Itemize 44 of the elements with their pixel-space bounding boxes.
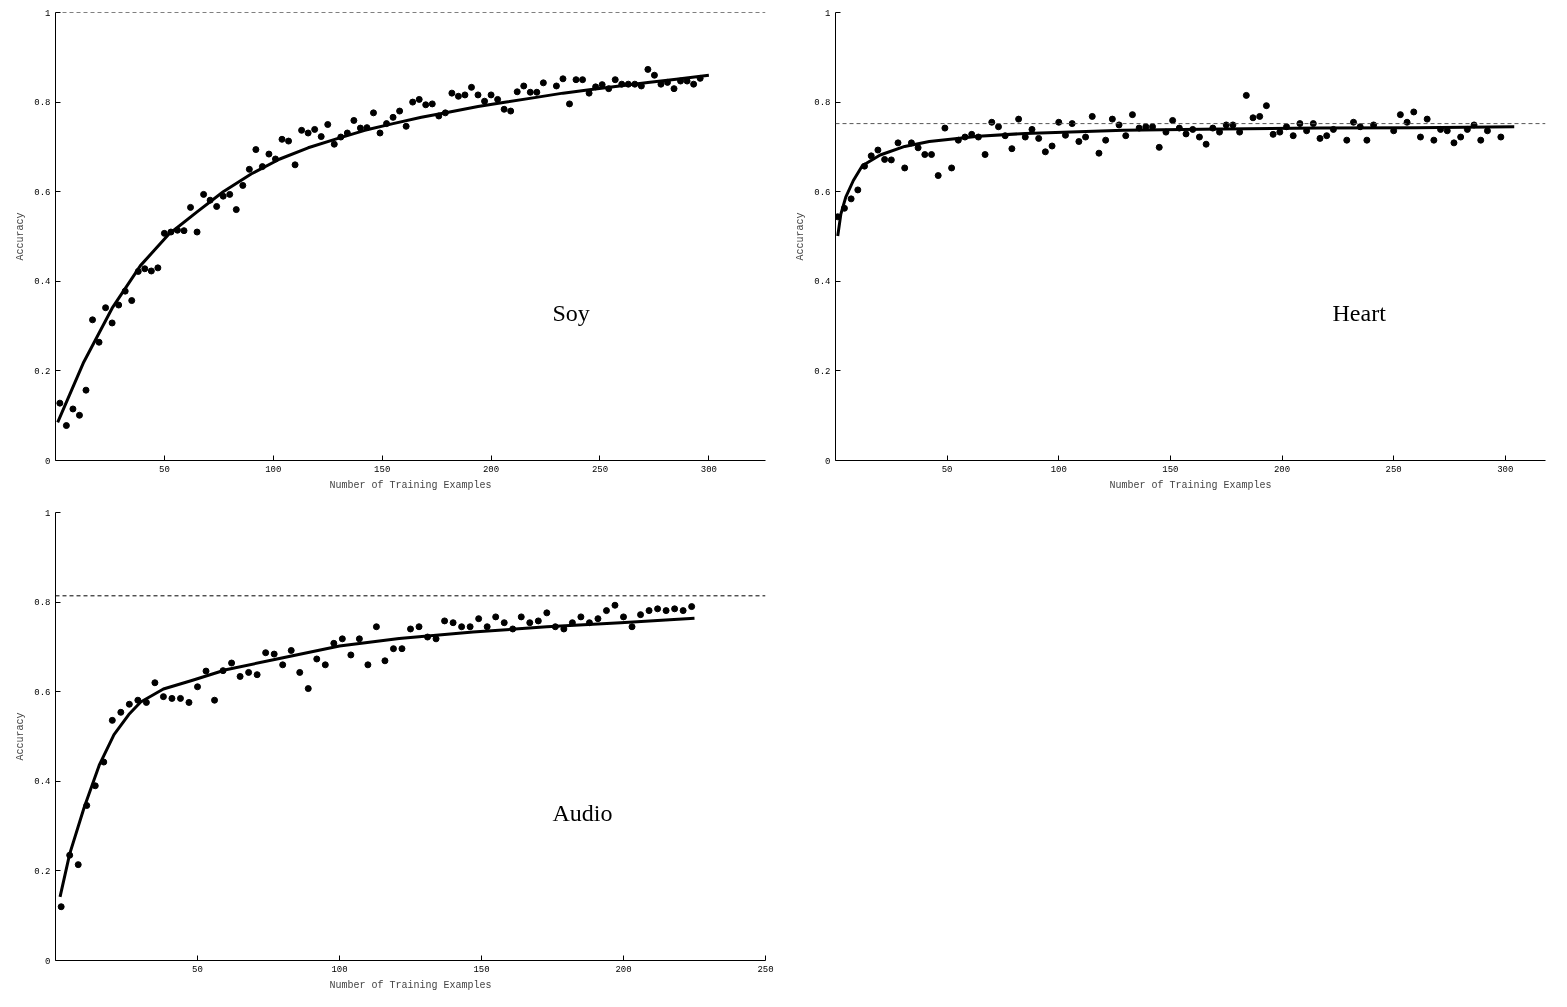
y-tick-label: 0.6 xyxy=(814,187,831,198)
x-tick-label: 150 xyxy=(374,464,391,475)
y-tick-label: 0.2 xyxy=(34,366,51,377)
y-tick-label: 0.2 xyxy=(814,366,831,377)
x-tick-label: 200 xyxy=(615,964,632,975)
x-axis-title: Number of Training Examples xyxy=(329,479,492,491)
y-tick-label: 0.4 xyxy=(34,777,51,788)
x-tick-label: 50 xyxy=(192,964,203,975)
x-tick-label: 200 xyxy=(482,464,500,475)
annotation: Heart xyxy=(1332,300,1387,327)
annotation: Audio xyxy=(552,800,613,827)
y-tick-label: 0 xyxy=(825,456,831,467)
y-tick-label: 1 xyxy=(45,8,51,19)
x-tick-label: 100 xyxy=(265,464,282,475)
y-tick-label: 0.8 xyxy=(814,98,831,109)
y-tick-label: 0.6 xyxy=(34,687,51,698)
x-tick-label: 250 xyxy=(1385,464,1402,475)
y-tick-label: 0.4 xyxy=(34,277,51,288)
y-axis-title: Accuracy xyxy=(15,712,27,761)
y-axis-title: Accuracy xyxy=(795,212,807,261)
x-tick-label: 100 xyxy=(1050,464,1067,475)
x-tick-label: 300 xyxy=(700,464,717,475)
x-tick-label: 250 xyxy=(591,464,609,475)
x-tick-label: 200 xyxy=(1273,464,1291,475)
x-tick-label: 250 xyxy=(757,964,774,975)
x-tick-label: 50 xyxy=(941,464,953,475)
x-tick-label: 150 xyxy=(1162,464,1179,475)
y-axis-title: Accuracy xyxy=(15,212,27,261)
y-tick-label: 0 xyxy=(45,456,51,467)
y-tick-label: 0.8 xyxy=(34,598,51,609)
x-tick-label: 150 xyxy=(473,964,490,975)
x-tick-label: 50 xyxy=(158,464,170,475)
y-tick-label: 0.2 xyxy=(34,866,51,877)
y-tick-label: 1 xyxy=(825,8,831,19)
y-tick-label: 0 xyxy=(45,956,51,967)
y-tick-label: 0.4 xyxy=(814,277,831,288)
y-tick-label: 0.8 xyxy=(34,98,51,109)
x-axis-title: Number of Training Examples xyxy=(329,979,492,991)
x-tick-label: 100 xyxy=(331,964,348,975)
y-tick-label: 0.6 xyxy=(34,187,51,198)
x-tick-label: 300 xyxy=(1497,464,1514,475)
x-axis-title: Number of Training Examples xyxy=(1109,479,1272,491)
y-tick-label: 1 xyxy=(45,508,51,519)
annotation: Soy xyxy=(552,300,590,327)
